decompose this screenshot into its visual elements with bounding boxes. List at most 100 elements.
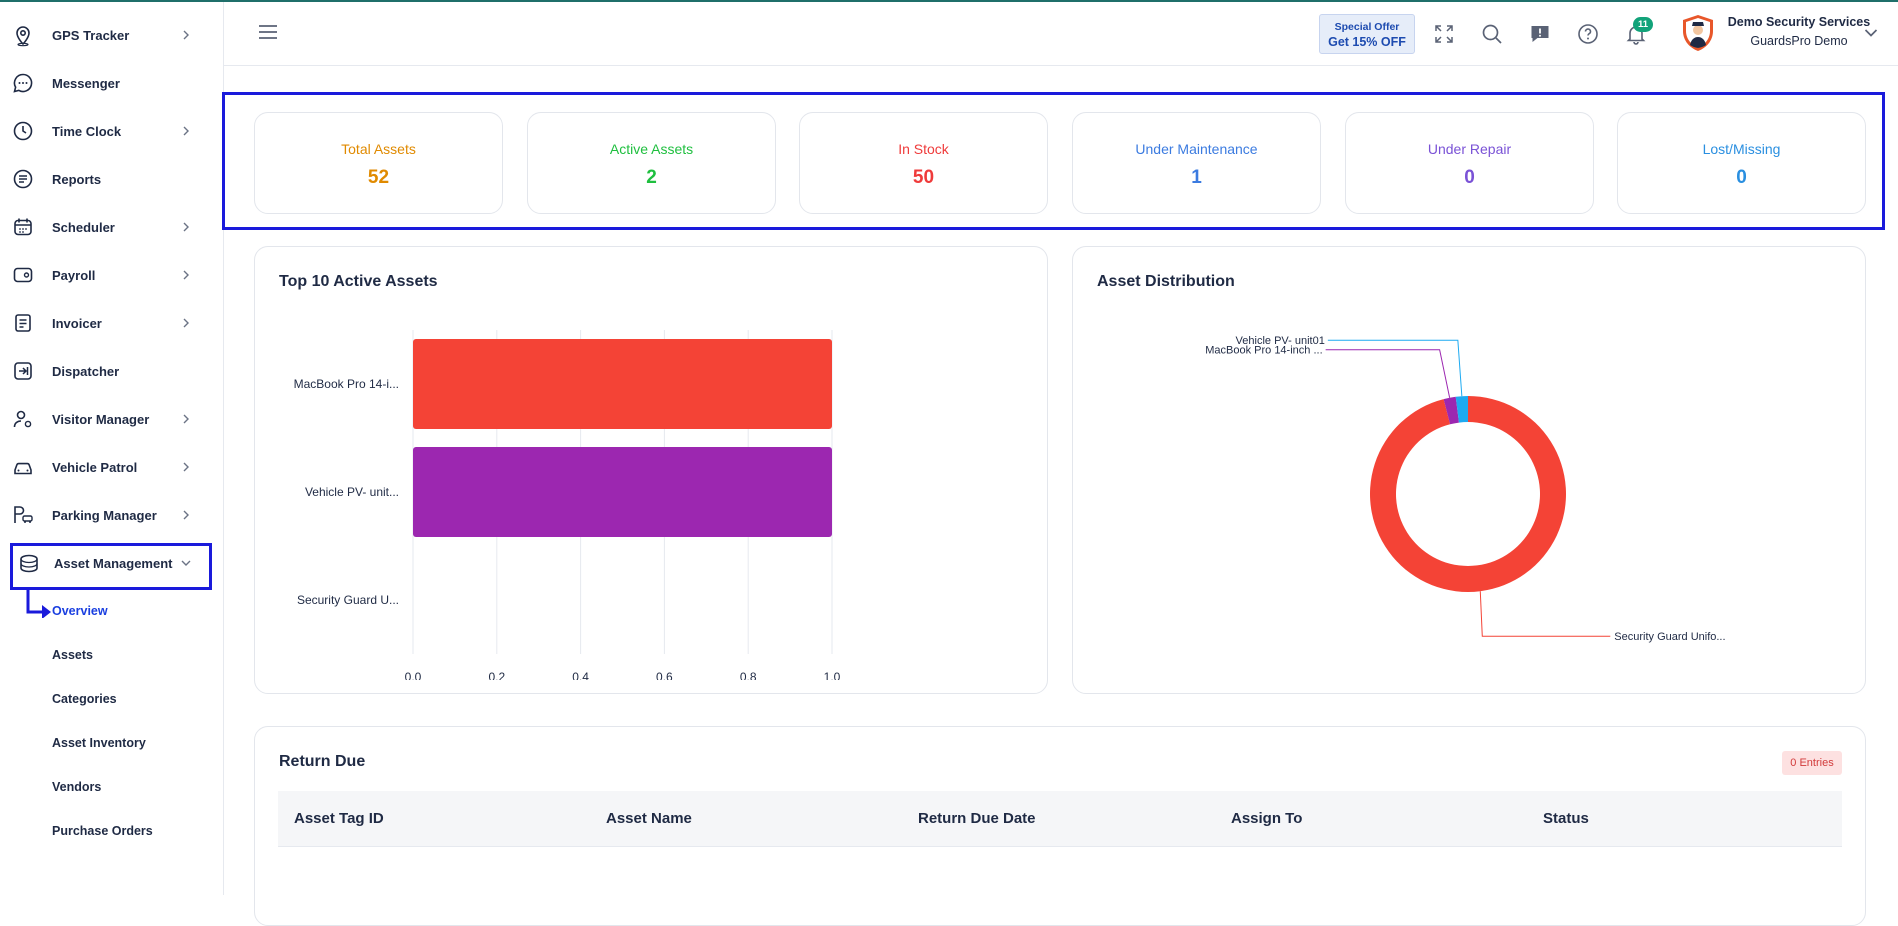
leader-line [1479, 591, 1611, 637]
parking-icon [14, 506, 33, 523]
sidebar-item-gps-tracker[interactable]: GPS Tracker [0, 13, 224, 57]
sidebar-item-visitor-manager[interactable]: Visitor Manager [0, 397, 224, 441]
subnav-asset-inventory[interactable]: Asset Inventory [52, 736, 146, 750]
car-icon [14, 462, 32, 475]
top-assets-bar-chart: MacBook Pro 14-i... Vehicle PV- unit... Se… [294, 330, 841, 680]
box-icon [20, 554, 38, 573]
subnav-vendors[interactable]: Vendors [52, 780, 102, 794]
invoice-icon [15, 314, 31, 332]
chevron-right-icon [183, 318, 189, 328]
stat-value: 0 [1464, 167, 1475, 188]
wallet-icon [13, 267, 33, 283]
feedback-icon[interactable] [1528, 22, 1552, 46]
fullscreen-icon[interactable] [1432, 22, 1456, 46]
sidebar-item-scheduler[interactable]: Scheduler [0, 205, 224, 249]
stat-card-lost-missing: Lost/Missing 0 [1617, 112, 1866, 214]
stat-card-active-assets: Active Assets 2 [527, 112, 776, 214]
subnav-purchase-orders[interactable]: Purchase Orders [52, 824, 153, 838]
x-tick-label: 0.6 [656, 670, 673, 680]
sidebar-item-dispatcher[interactable]: Dispatcher [0, 349, 224, 393]
slice-label: MacBook Pro 14-inch ... [1205, 345, 1322, 357]
column-header-return-due-date[interactable]: Return Due Date [918, 810, 1036, 827]
top-accent-line [0, 0, 1898, 2]
slice-label: Vehicle PV- unit01 [1236, 335, 1325, 347]
sidebar-item-label: Visitor Manager [52, 411, 150, 427]
stat-card-total-assets: Total Assets 52 [254, 112, 503, 214]
asset-management-highlight [10, 543, 212, 590]
sidebar-item-label: Scheduler [52, 219, 115, 235]
donut-slice [1443, 396, 1459, 425]
sidebar-item-reports[interactable]: Reports [0, 157, 224, 201]
hamburger-menu-icon[interactable] [258, 24, 278, 40]
notification-count-badge: 11 [1633, 17, 1653, 32]
subnav-assets[interactable]: Assets [52, 648, 93, 662]
return-due-title: Return Due [279, 753, 366, 770]
stat-value: 52 [367, 167, 390, 188]
column-header-assign-to[interactable]: Assign To [1231, 810, 1303, 827]
company-name: Demo Security Services [1727, 15, 1871, 29]
x-tick-label: 1.0 [824, 670, 841, 680]
sidebar-item-parking-manager[interactable]: Parking Manager [0, 493, 224, 537]
sidebar-item-label: Reports [52, 171, 102, 187]
chevron-down-icon [181, 560, 191, 566]
chevron-down-icon[interactable] [1864, 28, 1878, 38]
help-icon[interactable] [1576, 22, 1600, 46]
sidebar-item-label: Vehicle Patrol [52, 459, 138, 475]
map-pin-icon [16, 26, 30, 47]
search-icon[interactable] [1480, 22, 1504, 46]
bar [413, 339, 832, 429]
stat-card-under-maintenance: Under Maintenance 1 [1072, 112, 1321, 214]
entries-count-badge: 0 Entries [1782, 751, 1842, 775]
stat-card-under-repair: Under Repair 0 [1345, 112, 1594, 214]
chevron-right-icon [183, 126, 189, 136]
subnav-categories[interactable]: Categories [52, 692, 117, 706]
stat-title: Active Assets [609, 141, 694, 157]
subnav-overview[interactable]: Overview [52, 604, 108, 618]
stat-title: Lost/Missing [1702, 141, 1781, 157]
dispatch-icon [14, 362, 32, 380]
clock-icon [13, 121, 33, 141]
active-arrow-icon [26, 590, 51, 618]
offer-line-1: Special Offer [1334, 21, 1400, 33]
column-header-status[interactable]: Status [1543, 810, 1589, 827]
leader-line [1327, 339, 1463, 397]
special-offer-button[interactable]: Special Offer Get 15% OFF [1319, 14, 1415, 54]
column-header-asset-tag-id[interactable]: Asset Tag ID [294, 810, 384, 827]
category-label: MacBook Pro 14-i... [294, 377, 399, 391]
chevron-right-icon [183, 270, 189, 280]
stat-title: In Stock [898, 141, 949, 157]
x-tick-label: 0.0 [405, 670, 422, 680]
top-header: Special Offer Get 15% OFF 11 Demo Securi… [224, 2, 1898, 66]
sidebar-item-payroll[interactable]: Payroll [0, 253, 224, 297]
sidebar-item-asset-management[interactable]: Asset Management [0, 541, 224, 585]
stats-highlight [222, 92, 1885, 230]
sidebar-item-label: Time Clock [52, 123, 122, 139]
sidebar-item-invoicer[interactable]: Invoicer [0, 301, 224, 345]
offer-line-2: Get 15% OFF [1328, 35, 1406, 49]
chat-icon [13, 73, 33, 93]
sidebar-item-label: Messenger [52, 75, 120, 91]
sidebar-item-label: Asset Management [54, 555, 173, 571]
x-tick-label: 0.8 [740, 670, 757, 680]
donut-slice [1370, 396, 1566, 592]
report-icon [13, 169, 33, 189]
column-header-asset-name[interactable]: Asset Name [606, 810, 692, 827]
distribution-card [1072, 246, 1866, 694]
category-label: Vehicle PV- unit... [305, 485, 399, 499]
stat-title: Total Assets [341, 141, 416, 157]
asset-distribution-donut-chart: Security Guard Unifo... MacBook Pro 14-in… [1205, 335, 1725, 643]
sidebar-item-label: Payroll [52, 267, 96, 283]
sidebar-item-messenger[interactable]: Messenger [0, 61, 224, 105]
top-assets-title: Top 10 Active Assets [279, 273, 438, 290]
chevron-right-icon [183, 222, 189, 232]
x-tick-label: 0.2 [488, 670, 505, 680]
donut-slice [1455, 396, 1468, 423]
stat-value: 1 [1191, 167, 1202, 188]
slice-label: Security Guard Unifo... [1614, 631, 1725, 643]
company-logo-avatar[interactable] [1678, 13, 1718, 53]
sidebar-item-vehicle-patrol[interactable]: Vehicle Patrol [0, 445, 224, 489]
sidebar-item-label: Dispatcher [52, 363, 120, 379]
return-due-table-header: Asset Tag ID Asset Name Return Due Date … [278, 791, 1842, 847]
stat-card-in-stock: In Stock 50 [799, 112, 1048, 214]
sidebar-item-time-clock[interactable]: Time Clock [0, 109, 224, 153]
